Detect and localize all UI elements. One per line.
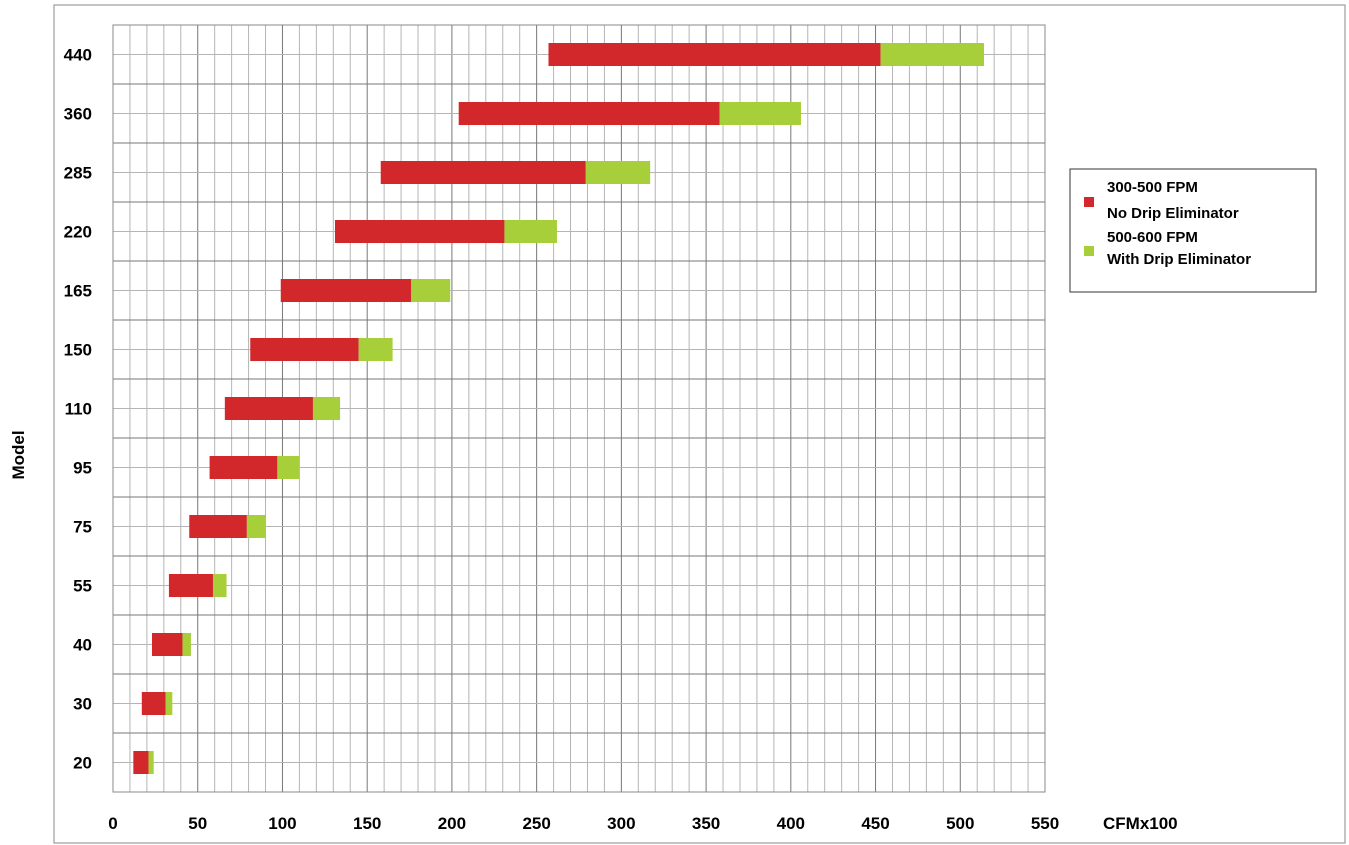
y-tick-label: 165	[64, 282, 92, 301]
x-axis-title: CFMx100	[1103, 814, 1178, 833]
bar-model-30-series-1	[141, 692, 166, 715]
x-tick-label: 200	[438, 814, 466, 833]
y-tick-label: 220	[64, 223, 92, 242]
x-tick-label: 500	[946, 814, 974, 833]
x-tick-label: 350	[692, 814, 720, 833]
legend-label-series-2-line-2: With Drip Eliminator	[1107, 251, 1251, 268]
x-tick-label: 400	[777, 814, 805, 833]
y-tick-label: 20	[73, 754, 92, 773]
y-tick-label: 360	[64, 105, 92, 124]
x-tick-label: 100	[268, 814, 296, 833]
y-tick-label: 95	[73, 459, 92, 478]
bar-model-165-series-1	[280, 279, 412, 302]
bar-model-360-series-2	[719, 102, 801, 125]
y-tick-label: 30	[73, 695, 92, 714]
bar-model-220-series-1	[334, 220, 505, 243]
legend-swatch-red	[1084, 197, 1094, 207]
x-tick-label: 250	[522, 814, 550, 833]
legend: 300-500 FPM No Drip Eliminator 500-600 F…	[1069, 168, 1317, 293]
plot-area-border	[112, 24, 1046, 793]
y-tick-label: 150	[64, 341, 92, 360]
bar-model-220-series-2	[504, 220, 557, 243]
bar-model-150-series-1	[250, 338, 359, 361]
y-tick-label: 110	[65, 400, 92, 419]
bar-model-285-series-2	[585, 161, 651, 184]
x-tick-label: 550	[1031, 814, 1059, 833]
legend-swatch-green	[1084, 246, 1094, 256]
y-tick-label: 440	[64, 46, 92, 65]
bar-model-285-series-1	[380, 161, 586, 184]
bar-model-75-series-1	[189, 515, 247, 538]
bar-model-165-series-2	[411, 279, 451, 302]
y-tick-label: 285	[64, 164, 92, 183]
y-tick-label: 40	[73, 636, 92, 655]
bar-model-30-series-2	[165, 692, 173, 715]
x-tick-label: 150	[353, 814, 381, 833]
x-tick-label: 50	[188, 814, 207, 833]
bar-model-150-series-2	[358, 338, 393, 361]
bar-model-40-series-2	[182, 633, 191, 656]
bar-model-440-series-1	[548, 43, 881, 66]
bars	[133, 43, 984, 774]
legend-label-series-1-line-2: No Drip Eliminator	[1107, 205, 1239, 222]
bar-model-75-series-2	[246, 515, 266, 538]
y-tick-label: 55	[73, 577, 92, 596]
legend-label-series-2-line-1: 500-600 FPM	[1107, 229, 1198, 246]
bar-model-360-series-1	[458, 102, 720, 125]
bar-model-110-series-1	[224, 397, 313, 420]
x-tick-label: 450	[861, 814, 889, 833]
x-tick-label: 0	[108, 814, 117, 833]
legend-label-series-1-line-1: 300-500 FPM	[1107, 179, 1198, 196]
bar-model-110-series-2	[312, 397, 341, 420]
x-tick-labels: 0 50 100 150 200 250 300 350 400 450 500 550	[108, 814, 1059, 833]
bar-model-55-series-2	[212, 574, 227, 597]
x-tick-label: 300	[607, 814, 635, 833]
bar-model-95-series-2	[277, 456, 300, 479]
bar-model-55-series-1	[168, 574, 213, 597]
bar-model-95-series-1	[209, 456, 278, 479]
bar-model-20-series-1	[133, 751, 149, 774]
bar-model-40-series-1	[151, 633, 183, 656]
bar-model-20-series-2	[148, 751, 154, 774]
chart-border	[53, 4, 1346, 844]
y-axis-title: Model	[9, 430, 28, 479]
legend-box	[1069, 168, 1317, 293]
bar-model-440-series-2	[880, 43, 984, 66]
y-tick-labels: 440 360 285 220 165 150 110 95 75 55 40 30 20	[64, 46, 92, 773]
y-tick-label: 75	[73, 518, 92, 537]
